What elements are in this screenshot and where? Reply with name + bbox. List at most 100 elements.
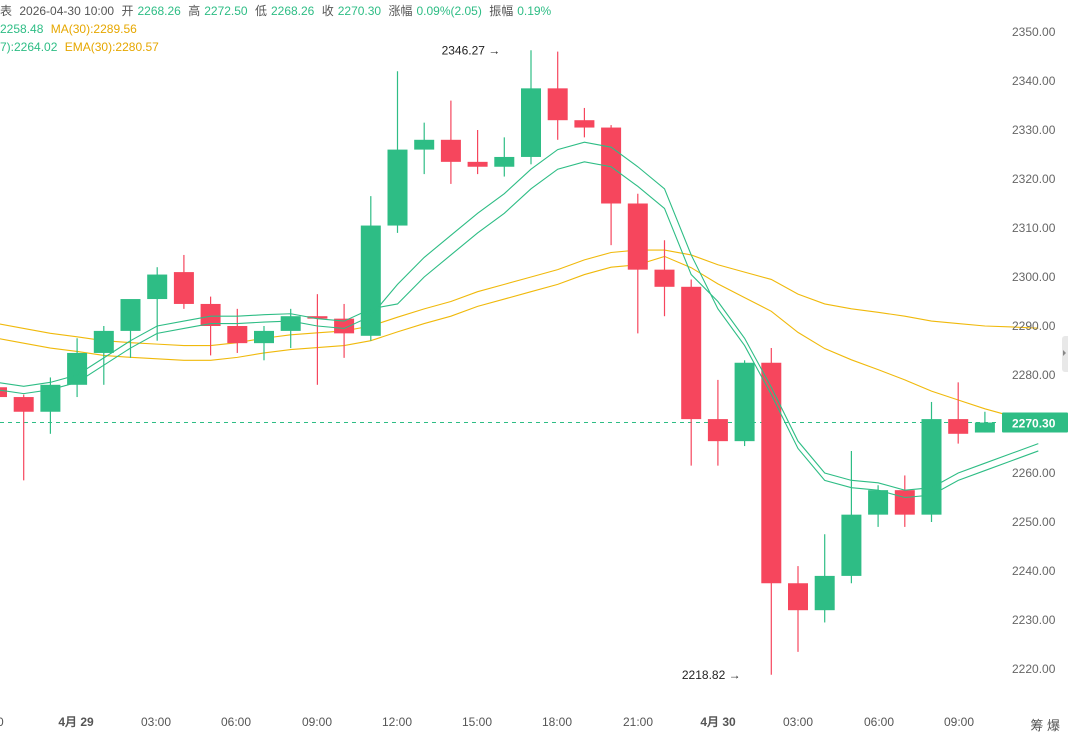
candle-down xyxy=(707,419,728,442)
amp-value: 0.19% xyxy=(517,4,552,18)
candle-down xyxy=(0,387,7,398)
ema30-label: EMA(30): xyxy=(64,40,116,54)
ema30-line xyxy=(0,255,1039,425)
y-axis[interactable]: 2350.00 2340.00 2330.00 2320.00 2310.00 2300.… xyxy=(1012,25,1056,676)
candle-up xyxy=(254,330,274,344)
side-collapse-handle[interactable] xyxy=(1062,336,1068,372)
candle-up xyxy=(280,316,301,331)
ohlc-header: 表 2026-04-30 10:00 开 2268.26 高 2272.50 低 22… xyxy=(0,3,555,19)
low-label: 低 xyxy=(254,4,267,18)
candle-up xyxy=(921,419,942,515)
x-tick-label: 06:00 xyxy=(864,715,894,729)
candle-up xyxy=(494,156,515,167)
candle-down xyxy=(761,362,782,584)
header-datetime: 2026-04-30 10:00 xyxy=(19,4,115,18)
candle-down xyxy=(13,397,34,412)
ema7-line xyxy=(0,161,1039,491)
x-tick-label: 18:00 xyxy=(542,715,572,729)
extreme-annotation: 2218.82 → xyxy=(682,668,741,682)
x-axis[interactable]: 00 4月 29 03:00 06:00 09:00 12:00 15:00 18:00 21:… xyxy=(0,715,974,729)
candle-up xyxy=(868,490,889,515)
candle-down xyxy=(654,269,675,287)
y-tick-label: 2350.00 xyxy=(1012,25,1056,39)
candle-up xyxy=(841,514,862,576)
high-label: 高 xyxy=(188,4,201,18)
candle-down xyxy=(440,139,461,162)
y-tick-label: 2280.00 xyxy=(1012,368,1056,382)
candle-up xyxy=(387,149,408,226)
candle-up xyxy=(814,575,835,611)
x-tick-label: 21:00 xyxy=(623,715,653,729)
last-price-tag: 2270.30 xyxy=(1002,412,1068,433)
ema-lines xyxy=(0,249,1039,425)
candle-down xyxy=(681,286,702,420)
footer-tools[interactable]: 筹 爆 xyxy=(1030,718,1060,733)
extreme-annotation: 2346.27 → xyxy=(442,43,501,57)
candle-down xyxy=(788,583,808,611)
ma30-label: MA(30): xyxy=(50,22,94,36)
open-value: 2268.26 xyxy=(137,4,181,18)
x-tick-label: 4月 30 xyxy=(700,715,736,729)
candle-down xyxy=(307,316,328,319)
candle-down xyxy=(948,419,969,434)
ma7-value: 2258.48 xyxy=(0,22,44,36)
change-value: 0.09%(2.05) xyxy=(416,4,482,18)
amp-label: 振幅 xyxy=(489,4,514,18)
y-tick-label: 2310.00 xyxy=(1012,221,1056,235)
candle-up xyxy=(974,422,995,433)
x-tick-label: 09:00 xyxy=(302,715,332,729)
x-tick-label: 4月 29 xyxy=(58,715,94,729)
candle-down xyxy=(173,272,194,304)
candle-down xyxy=(574,120,595,128)
x-tick-label: 03:00 xyxy=(141,715,171,729)
candle-up xyxy=(521,88,541,157)
x-tick-label: 12:00 xyxy=(382,715,412,729)
candle-up xyxy=(40,384,61,412)
y-tick-label: 2230.00 xyxy=(1012,613,1056,627)
header-prefix: 表 xyxy=(0,4,13,18)
ma7-line xyxy=(0,141,1039,499)
candle-up xyxy=(93,330,114,353)
annotations: 2346.27 → 2218.82 → xyxy=(442,43,741,682)
high-value: 2272.50 xyxy=(204,4,248,18)
ema-legend: 7):2264.02 EMA(30):2280.57 xyxy=(0,39,163,55)
open-label: 开 xyxy=(121,4,134,18)
x-tick-label: 09:00 xyxy=(944,715,974,729)
candle-up xyxy=(414,139,435,150)
last-price-tag-bg xyxy=(1002,412,1068,433)
candle-down xyxy=(627,203,648,270)
x-tick-label: 00 xyxy=(0,715,4,729)
y-tick-label: 2320.00 xyxy=(1012,172,1056,186)
y-tick-label: 2330.00 xyxy=(1012,123,1056,137)
last-price-tag-text: 2270.30 xyxy=(1012,417,1056,431)
x-tick-label: 06:00 xyxy=(221,715,251,729)
candle-up xyxy=(734,362,755,442)
y-tick-label: 2340.00 xyxy=(1012,74,1056,88)
ema7-value: 7):2264.02 xyxy=(0,40,58,54)
ma-legend: 2258.48 MA(30):2289.56 xyxy=(0,21,141,37)
candle-down xyxy=(334,318,355,334)
candle-up xyxy=(120,299,141,331)
x-tick-label: 15:00 xyxy=(462,715,492,729)
x-tick-label: 03:00 xyxy=(783,715,813,729)
candle-down xyxy=(547,88,568,121)
y-tick-label: 2220.00 xyxy=(1012,662,1056,676)
candle-down xyxy=(227,326,248,344)
ma30-line xyxy=(0,249,1039,347)
close-value: 2270.30 xyxy=(337,4,382,18)
y-tick-label: 2290.00 xyxy=(1012,319,1056,333)
candle-down xyxy=(467,161,488,167)
candle-up xyxy=(67,352,88,385)
y-tick-label: 2250.00 xyxy=(1012,515,1056,529)
y-tick-label: 2260.00 xyxy=(1012,466,1056,480)
ema30-value: 2280.57 xyxy=(115,40,159,54)
ma-lines xyxy=(0,141,1039,499)
candle-down xyxy=(894,490,915,515)
ma30-value: 2289.56 xyxy=(93,22,137,36)
candle-down xyxy=(200,303,221,326)
candles xyxy=(0,50,995,675)
low-value: 2268.26 xyxy=(270,4,315,18)
y-tick-label: 2240.00 xyxy=(1012,564,1056,578)
y-tick-label: 2300.00 xyxy=(1012,270,1056,284)
